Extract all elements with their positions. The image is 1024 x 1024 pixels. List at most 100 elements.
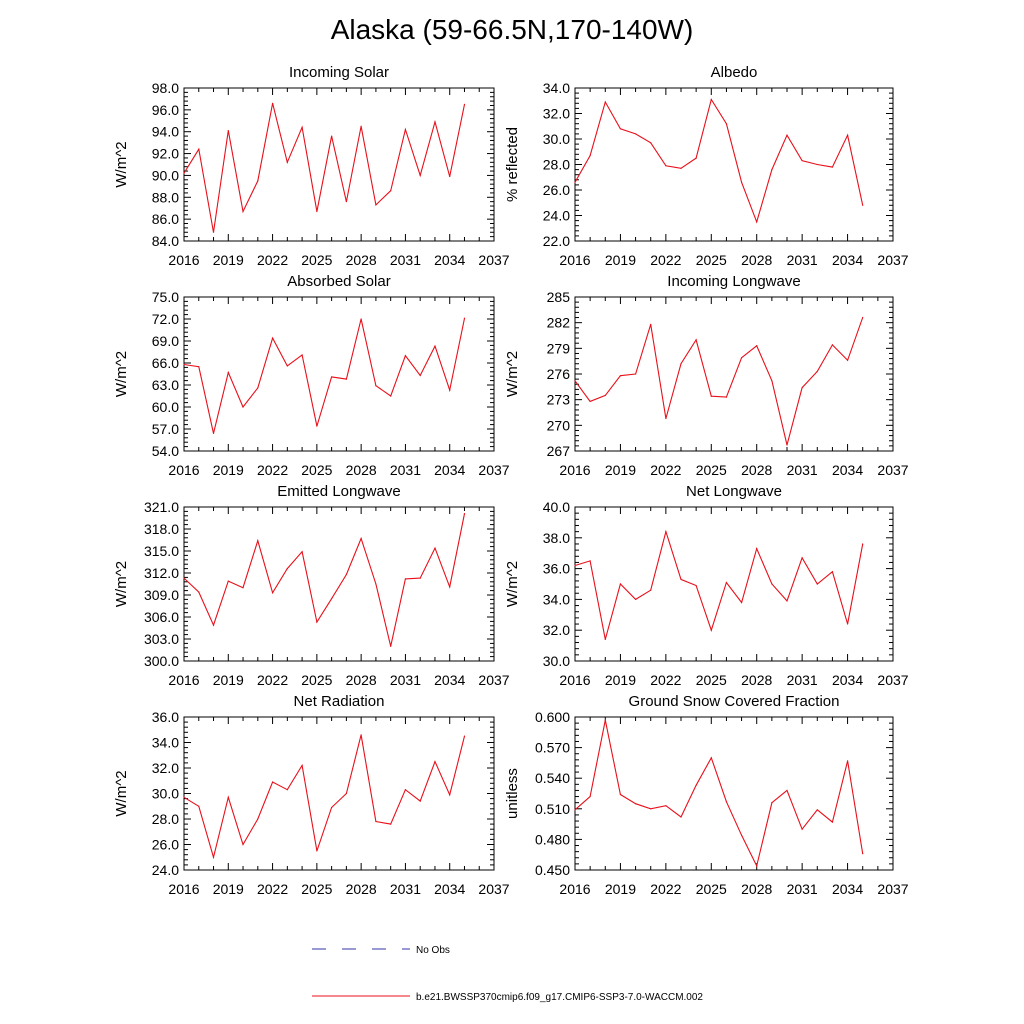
data-point: [756, 547, 758, 550]
data-point: [740, 357, 743, 359]
data-point: [619, 793, 622, 796]
data-point: [316, 210, 318, 213]
data-point: [831, 821, 834, 823]
data-point: [271, 781, 274, 783]
x-tick-label: 2037: [877, 672, 908, 688]
data-point: [198, 148, 200, 150]
data-point: [816, 370, 818, 373]
x-tick-label: 2025: [301, 672, 332, 688]
x-tick-label: 2019: [213, 672, 244, 688]
series-line-incoming-longwave: [574, 317, 864, 446]
y-tick-label: 270: [547, 417, 571, 433]
data-point: [786, 444, 788, 446]
data-point: [710, 629, 712, 631]
data-point: [604, 394, 606, 396]
data-point: [404, 789, 407, 791]
y-tick-label: 98.0: [152, 80, 179, 96]
data-point: [801, 160, 803, 162]
x-tick-label: 2025: [696, 252, 727, 268]
data-point: [801, 387, 803, 389]
data-point: [680, 816, 682, 818]
x-tick-label: 2031: [390, 881, 421, 897]
data-point: [862, 204, 864, 206]
data-point: [650, 589, 652, 591]
x-tick-label: 2031: [390, 252, 421, 268]
data-point: [375, 385, 377, 387]
y-tick-label: 24.0: [152, 862, 179, 878]
data-point: [846, 134, 849, 136]
data-point: [419, 374, 421, 377]
y-axis-label: W/m^2: [113, 141, 130, 187]
x-tick-label: 2028: [741, 672, 772, 688]
plot-frame: [574, 716, 894, 871]
panel-title: Net Radiation: [294, 693, 385, 710]
x-tick-label: 2034: [832, 672, 863, 688]
y-tick-label: 90.0: [152, 167, 179, 183]
panel-net-radiation: Net Radiation 2016 2019 2022 2025 2028 2031 203…: [113, 693, 510, 897]
x-tick-label: 2016: [559, 881, 590, 897]
y-tick-label: 28.0: [543, 157, 570, 173]
panel-title: Incoming Solar: [289, 64, 389, 81]
legend-label-model-run: b.e21.BWSSP370cmip6.f09_g17.CMIP6-SSP3-7…: [416, 992, 703, 1003]
data-point: [360, 125, 362, 127]
x-tick-label: 2022: [650, 252, 681, 268]
y-tick-label: 0.570: [535, 740, 570, 756]
x-tick-label: 2025: [696, 462, 727, 478]
data-point: [665, 417, 667, 420]
x-tick-label: 2022: [257, 252, 288, 268]
data-point: [634, 373, 637, 375]
x-tick-label: 2025: [301, 881, 332, 897]
y-tick-label: 69.0: [152, 333, 179, 349]
y-tick-label: 34.0: [152, 735, 179, 751]
data-point: [257, 180, 259, 182]
data-point: [271, 592, 274, 594]
y-tick-label: 32.0: [543, 622, 570, 638]
y-tick-label: 300.0: [144, 653, 179, 669]
data-point: [740, 834, 743, 836]
y-tick-label: 26.0: [152, 837, 179, 853]
y-tick-label: 32.0: [543, 106, 570, 122]
data-point: [846, 623, 849, 625]
panel-net-longwave: Net Longwave 2016 2019 2022 2025 2028 2031 2034…: [504, 483, 909, 688]
y-tick-label: 36.0: [152, 709, 179, 725]
y-axis-label: W/m^2: [113, 770, 130, 816]
data-point: [198, 805, 200, 807]
data-point: [756, 345, 758, 347]
x-tick-label: 2028: [346, 881, 377, 897]
x-tick-label: 2019: [213, 881, 244, 897]
x-tick-label: 2022: [650, 672, 681, 688]
y-tick-label: 30.0: [543, 653, 570, 669]
data-point: [786, 600, 788, 602]
data-point: [271, 102, 274, 104]
data-point: [740, 601, 743, 604]
data-point: [801, 557, 803, 559]
data-point: [831, 571, 834, 573]
data-point: [574, 181, 576, 183]
x-tick-label: 2028: [741, 881, 772, 897]
data-point: [463, 513, 466, 515]
data-point: [316, 425, 318, 427]
y-tick-label: 75.0: [152, 289, 179, 305]
y-tick-label: 36.0: [543, 561, 570, 577]
data-point: [375, 204, 377, 206]
data-point: [574, 564, 576, 567]
data-point: [212, 432, 215, 434]
data-point: [831, 166, 834, 168]
data-point: [725, 396, 728, 398]
data-point: [449, 389, 451, 391]
x-tick-label: 2019: [605, 672, 636, 688]
y-tick-label: 303.0: [144, 631, 179, 647]
data-point: [619, 128, 622, 130]
x-tick-label: 2031: [787, 672, 818, 688]
y-tick-label: 94.0: [152, 124, 179, 140]
y-tick-label: 26.0: [543, 182, 570, 198]
x-tick-label: 2037: [877, 252, 908, 268]
data-point: [695, 784, 697, 786]
series-line-net-longwave: [574, 529, 864, 640]
x-tick-label: 2034: [832, 462, 863, 478]
series-line-incoming-solar: [183, 103, 466, 233]
y-axis-label: W/m^2: [113, 351, 130, 397]
x-tick-label: 2034: [434, 881, 465, 897]
x-tick-label: 2034: [434, 672, 465, 688]
